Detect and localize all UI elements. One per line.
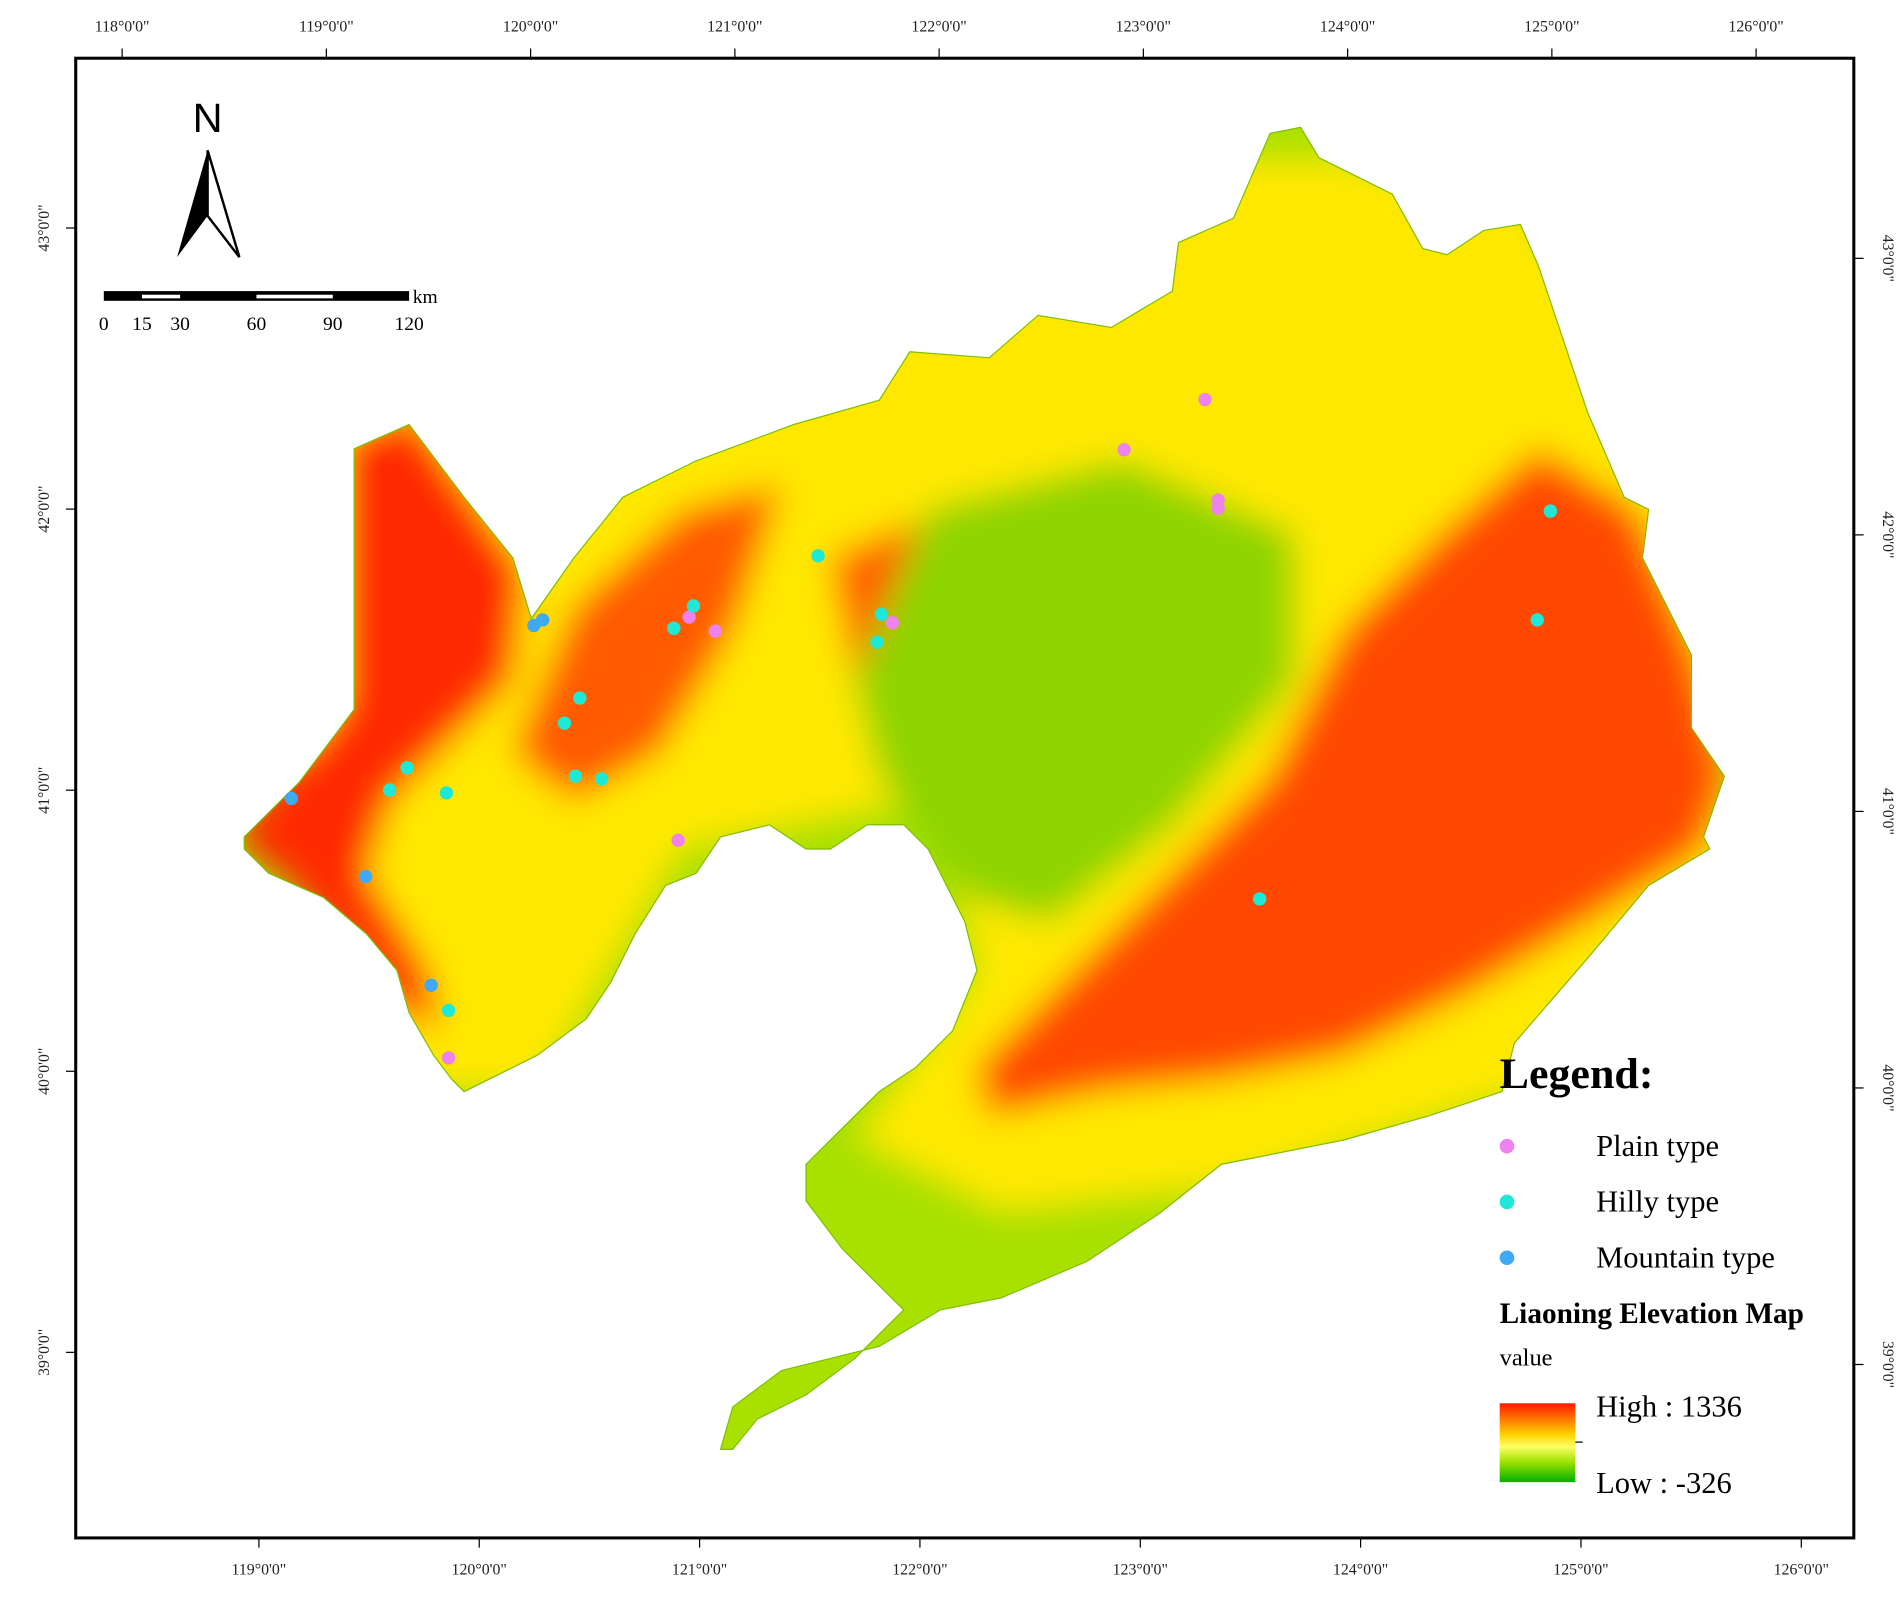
- site-point: [682, 610, 696, 624]
- elevation-high: High : 1336: [1596, 1390, 1742, 1424]
- bottom-tick-label: 122°0'0": [892, 1561, 947, 1578]
- legend-swatch: [1499, 1194, 1515, 1210]
- site-point: [870, 635, 884, 649]
- right-tick-label: 40°0'0": [1879, 1064, 1896, 1111]
- legend-label: Mountain type: [1596, 1241, 1775, 1275]
- right-tick-label: 39°0'0": [1879, 1341, 1896, 1388]
- elevation-field: value: [1500, 1345, 1553, 1372]
- site-point: [1198, 392, 1212, 407]
- site-point: [441, 1051, 456, 1065]
- site-point: [1530, 613, 1544, 627]
- site-point: [874, 607, 889, 621]
- site-point: [424, 978, 438, 993]
- left-tick-label: 42°0'0": [36, 486, 53, 533]
- bottom-tick-label: 120°0'0": [452, 1561, 507, 1578]
- legend-swatch: [1499, 1138, 1515, 1154]
- site-point: [1252, 892, 1267, 906]
- site-point: [686, 599, 701, 613]
- top-tick-label: 125°0'0": [1524, 19, 1579, 36]
- bottom-tick-label: 124°0'0": [1333, 1561, 1388, 1578]
- elevation-title: Liaoning Elevation Map: [1500, 1298, 1804, 1330]
- bottom-tick-label: 126°0'0": [1774, 1561, 1829, 1578]
- right-tick-label: 43°0'0": [1879, 235, 1896, 282]
- scale-label: 60: [247, 314, 267, 335]
- elevation-ramp: [1499, 1403, 1576, 1483]
- site-point: [439, 786, 454, 800]
- scale-unit: km: [413, 287, 438, 308]
- legend-title: Legend:: [1500, 1050, 1654, 1098]
- elevation-low: Low : -326: [1596, 1466, 1732, 1500]
- scale-bar-segment: [256, 294, 333, 299]
- left-tick-label: 40°0'0": [36, 1048, 53, 1095]
- scale-bar-segment: [141, 294, 181, 299]
- right-tick-label: 42°0'0": [1879, 511, 1896, 558]
- site-point: [400, 761, 414, 775]
- bottom-tick-label: 125°0'0": [1553, 1561, 1608, 1578]
- site-point: [441, 1003, 456, 1018]
- site-point: [1543, 504, 1558, 518]
- top-tick-label: 119°0'0": [299, 19, 354, 36]
- scale-label: 0: [99, 314, 109, 335]
- site-point: [671, 833, 685, 847]
- scale-bar: [103, 291, 410, 301]
- site-point: [358, 869, 373, 884]
- bottom-tick-label: 123°0'0": [1113, 1561, 1168, 1578]
- site-point: [811, 549, 825, 563]
- site-point: [708, 624, 723, 638]
- legend-label: Hilly type: [1596, 1185, 1719, 1219]
- site-point: [573, 691, 587, 705]
- site-point: [885, 616, 900, 630]
- site-point: [1211, 501, 1225, 515]
- legend-swatch: [1499, 1250, 1515, 1266]
- scale-label: 15: [132, 314, 152, 335]
- site-point: [568, 769, 583, 783]
- site-point: [535, 613, 550, 627]
- site-point: [667, 621, 681, 635]
- site-point: [382, 783, 397, 797]
- left-tick-label: 39°0'0": [36, 1329, 53, 1376]
- site-point: [1117, 443, 1131, 457]
- top-tick-label: 122°0'0": [911, 19, 966, 36]
- top-tick-label: 126°0'0": [1728, 19, 1783, 36]
- top-tick-label: 121°0'0": [707, 19, 762, 36]
- top-tick-label: 118°0'0": [95, 19, 150, 36]
- site-point: [557, 716, 572, 730]
- left-tick-label: 41°0'0": [36, 767, 53, 814]
- top-tick-label: 124°0'0": [1320, 19, 1375, 36]
- scale-label: 90: [323, 314, 343, 335]
- top-tick-label: 120°0'0": [503, 19, 558, 36]
- site-point: [594, 772, 609, 786]
- site-point: [284, 791, 298, 806]
- legend-label: Plain type: [1596, 1129, 1719, 1163]
- right-tick-label: 41°0'0": [1879, 788, 1896, 835]
- scale-label: 30: [170, 314, 190, 335]
- bottom-tick-label: 119°0'0": [232, 1561, 287, 1578]
- left-tick-label: 43°0'0": [36, 204, 53, 251]
- north-label: N: [193, 95, 223, 141]
- bottom-tick-label: 121°0'0": [672, 1561, 727, 1578]
- top-tick-label: 123°0'0": [1116, 19, 1171, 36]
- scale-label: 120: [394, 314, 423, 335]
